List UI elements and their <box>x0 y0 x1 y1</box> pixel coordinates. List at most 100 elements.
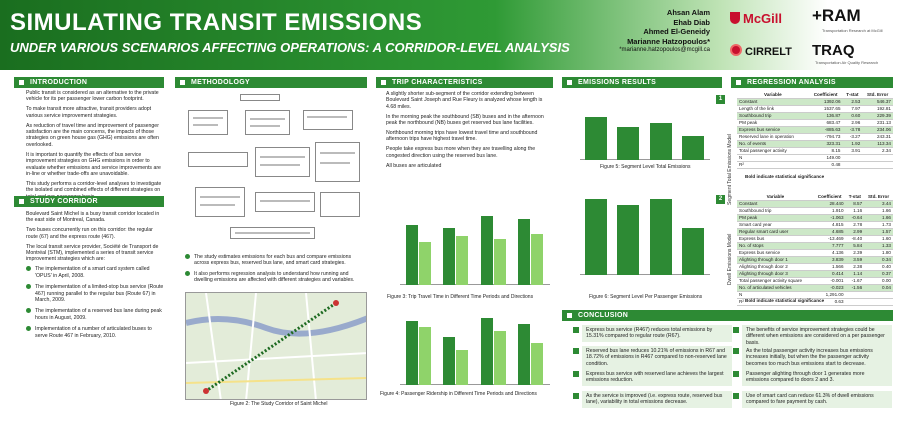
table-cell: No. of stops <box>737 242 814 251</box>
table-header: Coefficient <box>813 194 846 202</box>
table-cell: -885.63 <box>808 126 843 135</box>
table-cell: Total passenger activity square <box>737 277 814 286</box>
table-row: Express bus service 4.136 2.39 1.80 <box>737 249 893 258</box>
table-cell: 3.44 <box>864 200 893 209</box>
table-cell: -1.67 <box>845 277 865 286</box>
conclusion-point: Passenger alighting through door 1 gener… <box>742 369 892 386</box>
tram-logo-subtitle: Transportation Research at McGill <box>822 28 883 33</box>
table-cell: N <box>737 154 809 163</box>
crest-icon <box>730 12 740 24</box>
trip-text: A slightly shorter sub-segment of the co… <box>386 91 551 173</box>
chart-bar <box>456 236 469 285</box>
table-row: Length of the link 1537.65 7.97 192.81 <box>737 105 893 114</box>
chart-bar <box>682 227 705 275</box>
table-cell: 1.16 <box>845 207 865 216</box>
table-cell: -13.469 <box>813 235 846 244</box>
mcgill-logo: McGill <box>730 11 782 26</box>
table-cell: 546.37 <box>862 98 893 107</box>
conclusion-marker <box>573 371 579 377</box>
chart-axis <box>580 274 710 275</box>
model2-label: Dwell Emissions Model <box>727 233 733 285</box>
table-row: R² 0.48 <box>737 161 893 170</box>
table-row: N 149.00 <box>737 154 893 163</box>
figure3-caption: Figure 3: Trip Travel Time in Different … <box>387 294 534 300</box>
chart-bar <box>405 225 418 285</box>
table-cell: 2.96 <box>842 119 863 128</box>
chart-bar <box>443 337 456 385</box>
author-list: Ahsan Alam Ehab Diab Ahmed El-Geneidy Ma… <box>619 8 710 56</box>
chart-bar <box>531 343 544 385</box>
table-cell: -0.64 <box>845 214 865 223</box>
table-cell: No. of articulated vehicles <box>737 284 814 293</box>
table-cell: 1.566 <box>813 263 846 272</box>
table-row: Reserved lane in operation -794.73 -3.27 24… <box>737 133 893 142</box>
table-cell <box>862 154 893 163</box>
map-graphic <box>186 293 366 399</box>
author: Ehab Diab <box>673 17 710 27</box>
intro-paragraph: As reduction of travel time and improvem… <box>26 122 159 148</box>
table-cell: 1.910 <box>813 207 846 216</box>
table-cell: 2.34 <box>862 147 893 156</box>
table-cell: Alighting through door 3 <box>737 270 814 279</box>
table-row: Express bus service -885.63 -3.78 234.06 <box>737 126 893 135</box>
table-cell: -8.40 <box>845 235 865 244</box>
poster-subtitle: UNDER VARIOUS SCENARIOS AFFECTING OPERAT… <box>10 40 570 55</box>
trip-heading: TRIP CHARACTERISTICS <box>376 77 553 88</box>
figure5-caption: Figure 5: Segment Level Total Emissions <box>600 164 691 170</box>
table-cell: 4.685 <box>813 228 846 237</box>
model1-label: Segment Total Emissions Model <box>727 133 733 205</box>
methodology-bullet: The study estimates emissions for each b… <box>194 254 352 267</box>
methodology-heading: METHODOLOGY <box>175 77 367 88</box>
table-cell: 0.04 <box>864 284 893 293</box>
table-cell: -794.73 <box>808 133 843 142</box>
conclusion-marker <box>733 371 739 377</box>
table-cell: 229.39 <box>862 112 893 121</box>
table-cell: 1.80 <box>864 249 893 258</box>
chart-bar <box>443 227 456 285</box>
intro-heading: INTRODUCTION <box>14 77 164 88</box>
table-cell <box>864 298 893 307</box>
methodology-flowchart <box>185 92 367 252</box>
conclusion-point: The benefits of service improvement stra… <box>742 325 892 349</box>
table-cell: Alighting through door 1 <box>737 256 814 265</box>
table-row: No. of articulated vehicles -0.023 -1.56 0.… <box>737 284 893 293</box>
table-cell: No. of events <box>737 140 809 149</box>
list-item: The implementation of a smart card syste… <box>26 266 164 279</box>
study-paragraph: Boulevard Saint Michel is a busy transit… <box>26 211 160 224</box>
travel-time-chart <box>400 205 550 285</box>
table1-note: Bold indicate statistical significance <box>745 174 825 179</box>
chart-bar <box>493 330 506 385</box>
chart-bar <box>649 122 672 160</box>
list-item: The implementation of a limited-stop bus… <box>26 284 164 303</box>
author: Marianne Hatzopoulos* <box>627 36 710 46</box>
table-cell: -0.001 <box>813 277 846 286</box>
chart-bar <box>531 233 544 285</box>
trip-paragraph: In the morning peak the southbound (SB) … <box>386 113 544 127</box>
chart-bar <box>584 199 607 275</box>
contact-email: *marianne.hatzopoulos@mcgill.ca <box>619 47 710 53</box>
tram-logo: +RAM <box>812 6 861 25</box>
author: Ahmed El-Geneidy <box>643 27 710 36</box>
table-cell: 5.84 <box>845 242 865 251</box>
trip-paragraph: Northbound morning trips have lowest tra… <box>386 130 538 143</box>
table-row: Southbound trip 1.910 1.16 1.66 <box>737 207 893 216</box>
table-cell: 2.38 <box>845 263 865 272</box>
table-cell: 683.47 <box>808 119 843 128</box>
table-cell: 136.87 <box>808 112 843 121</box>
methodology-bullet: It also performs regression analysis to … <box>194 270 355 284</box>
table-row: Alighting through door 1 3.839 3.59 0.34 <box>737 256 893 265</box>
table-cell: PM peak <box>737 119 809 128</box>
table-cell: Alighting through door 2 <box>737 263 814 272</box>
table-cell: 1392.06 <box>808 98 843 107</box>
total-emissions-table: Variable Coefficient T-stat Std. Error Const… <box>737 92 893 170</box>
study-corridor-text: Boulevard Saint Michel is a busy transit… <box>26 211 164 344</box>
chart-bar <box>649 199 672 275</box>
table-row: Total passenger activity 8.15 3.91 2.34 <box>737 147 893 156</box>
table-row: N 1,291.00 <box>737 291 893 300</box>
table-cell: 4.815 <box>813 221 846 230</box>
conclusion-point: Express bus service with reserved lane a… <box>582 369 732 386</box>
conclusion-marker <box>573 393 579 399</box>
model-number-badge: 1 <box>716 95 725 104</box>
table-cell: -0.023 <box>813 284 846 293</box>
conclusion-heading: CONCLUSION <box>562 310 893 321</box>
